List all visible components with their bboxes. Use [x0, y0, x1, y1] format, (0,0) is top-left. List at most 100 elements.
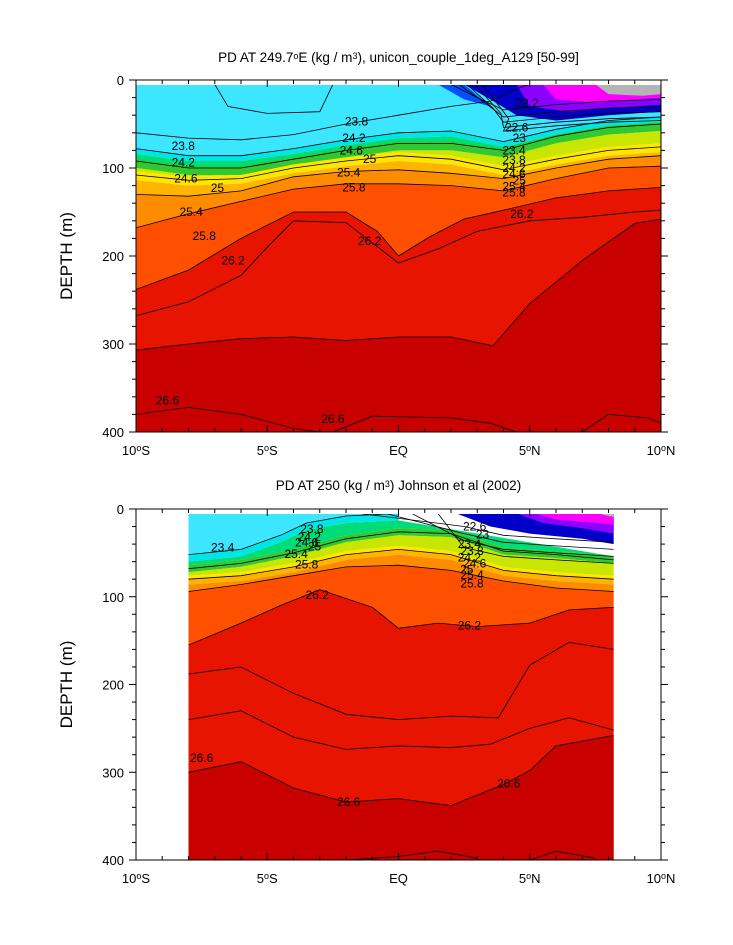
- y-tick-label: 200: [102, 249, 124, 264]
- x-tick-label: 10oS: [122, 443, 150, 458]
- title-text: ), unicon_couple_1deg_A129 [50-99]: [357, 50, 578, 65]
- density-band: [188, 514, 387, 555]
- density-band: [136, 122, 661, 175]
- density-band: [188, 565, 614, 645]
- contour-label: 25: [363, 152, 377, 166]
- density-band: [136, 117, 661, 161]
- contour-line: [136, 187, 661, 290]
- density-band: [188, 554, 614, 592]
- contour-line: [188, 514, 395, 555]
- contour-line: [136, 146, 661, 181]
- contour-label: 24.6: [174, 172, 198, 186]
- title-degree: o: [293, 51, 298, 61]
- contour-label: 23.8: [172, 139, 196, 153]
- contour-label: 26.2: [510, 207, 534, 221]
- contour-label: 23: [476, 527, 490, 541]
- contour-label: 25.8: [502, 186, 526, 200]
- contour-line: [214, 85, 334, 114]
- x-tick-label: 5oS: [257, 443, 278, 458]
- contour-label: 26.6: [156, 393, 180, 407]
- contour-label: 22.2: [515, 96, 539, 110]
- title-text: PD AT 250 (kg / m: [276, 478, 385, 493]
- contour-label: 23.4: [211, 541, 235, 555]
- contour-label: 24.2: [502, 161, 526, 175]
- y-tick-label: 400: [102, 853, 124, 868]
- density-band: [136, 152, 661, 197]
- contour-line: [451, 85, 661, 111]
- density-band: [537, 514, 614, 525]
- contour-label: 25.4: [284, 547, 308, 561]
- y-tick-label: 300: [102, 337, 124, 352]
- contour-line: [411, 514, 614, 557]
- contour-label: 22.6: [463, 520, 487, 534]
- contour-label: 24.6: [463, 556, 487, 570]
- contour-label: 23.4: [458, 537, 482, 551]
- y-axis-label: DEPTH (m): [57, 641, 76, 729]
- y-tick-label: 100: [102, 590, 124, 605]
- y-tick-label: 0: [117, 502, 124, 517]
- contour-label: 25.4: [179, 205, 203, 219]
- contour-line: [188, 548, 614, 580]
- density-band: [188, 520, 614, 566]
- contour-label: 24.6: [502, 167, 526, 181]
- density-band: [188, 528, 614, 573]
- density-band: [136, 166, 661, 290]
- contour-line: [482, 85, 661, 132]
- x-tick-label: 5oN: [519, 443, 541, 458]
- contour-line: [188, 710, 614, 750]
- density-band: [136, 219, 661, 432]
- top-panel: 23.823.824.224.224.624.6252525.425.425.8…: [57, 50, 675, 458]
- contour-line: [136, 155, 661, 197]
- contour-line: [466, 85, 661, 123]
- y-tick-label: 200: [102, 678, 124, 693]
- y-tick-label: 0: [117, 73, 124, 88]
- x-tick-label: 10oS: [122, 871, 150, 886]
- title-text: PD AT 249.7: [218, 50, 293, 65]
- contour-label: 25.4: [337, 165, 361, 179]
- contour-line: [332, 415, 517, 432]
- contour-line: [529, 850, 596, 860]
- contour-label: 22.6: [505, 121, 529, 135]
- contour-label: 25.8: [342, 180, 366, 194]
- contour-line: [188, 735, 614, 807]
- y-tick-label: 300: [102, 765, 124, 780]
- density-band: [438, 85, 491, 107]
- contour-line: [136, 406, 320, 432]
- contour-label: 26.2: [305, 588, 329, 602]
- density-band: [188, 535, 614, 576]
- contour-line: [188, 641, 614, 721]
- contour-label: 23.4: [502, 143, 526, 157]
- contour-label: 24.2: [458, 550, 482, 564]
- contour-line: [437, 514, 614, 564]
- contour-label: 24.2: [298, 530, 322, 544]
- contour-label: 25.4: [502, 179, 526, 193]
- x-tick-label: 10oN: [647, 443, 676, 458]
- x-tick-label: EQ: [389, 871, 408, 886]
- density-band: [136, 131, 661, 177]
- contour-line: [136, 218, 661, 351]
- title-text: ) Johnson et al (2002): [390, 478, 521, 493]
- contour-line: [474, 85, 661, 128]
- contour-label: 25: [211, 181, 225, 195]
- y-tick-label: 400: [102, 425, 124, 440]
- x-tick-label: 10oN: [647, 871, 676, 886]
- contour-label: 23.8: [345, 114, 369, 128]
- chart-title: PD AT 249.7oE (kg / m3), unicon_couple_1…: [218, 50, 579, 65]
- title-text: E (kg / m: [298, 50, 352, 65]
- contour-label: 23: [513, 131, 527, 145]
- density-band: [136, 143, 661, 186]
- contour-label: 25.8: [295, 557, 319, 571]
- contour-line: [136, 123, 661, 169]
- contour-label: 25.8: [193, 229, 217, 243]
- x-tick-label: 5oS: [257, 871, 278, 886]
- title-superscript: 3: [385, 479, 390, 489]
- contour-label: 26.2: [221, 253, 245, 267]
- contour-line: [136, 165, 661, 229]
- contour-label: 24.6: [340, 143, 364, 157]
- contour-label: 24.2: [342, 131, 366, 145]
- contour-label: 26.6: [497, 777, 521, 791]
- contour-label: 26.6: [321, 412, 345, 426]
- contour-label: 23.8: [502, 153, 526, 167]
- contour-label: 26.6: [337, 795, 361, 809]
